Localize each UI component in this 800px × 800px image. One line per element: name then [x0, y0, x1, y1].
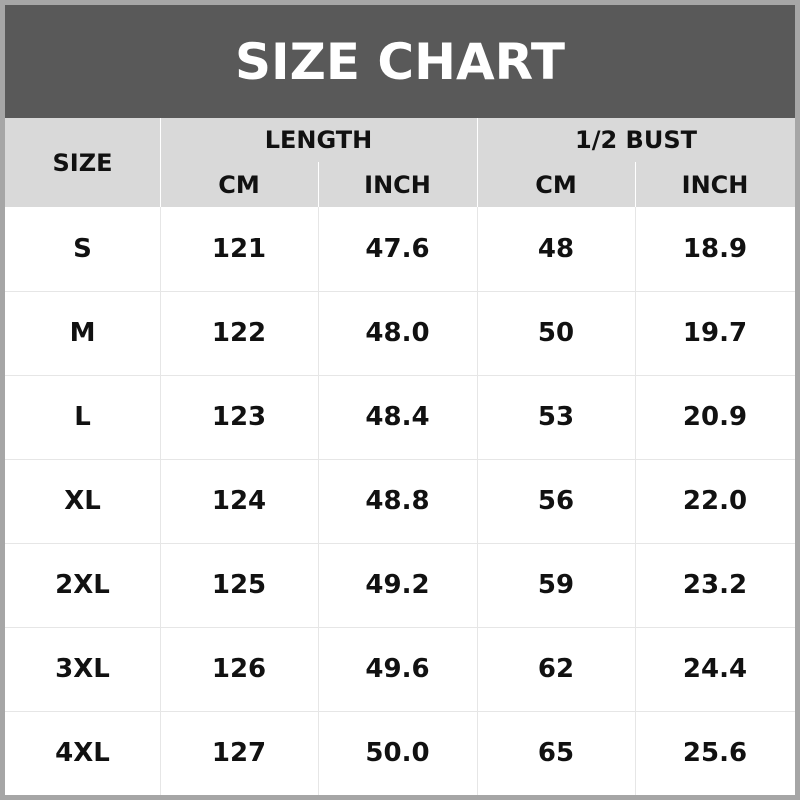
- value-cell: 50: [537, 318, 575, 348]
- value-cell: 48.8: [365, 486, 430, 516]
- group-header: 1/2 BUST: [575, 126, 697, 154]
- col-line: [160, 207, 161, 795]
- divider: [160, 118, 161, 207]
- size-cell: M: [69, 318, 96, 348]
- divider: [477, 118, 478, 207]
- value-cell: 124: [211, 486, 267, 516]
- row-line: [5, 459, 795, 460]
- value-cell: 53: [537, 402, 575, 432]
- unit-header: INCH: [681, 170, 749, 199]
- size-cell: 4XL: [55, 738, 110, 768]
- value-cell: 56: [537, 486, 575, 516]
- size-cell: XL: [64, 486, 101, 516]
- value-cell: 48.4: [365, 402, 430, 432]
- value-cell: 65: [537, 738, 575, 768]
- group-header: LENGTH: [264, 126, 373, 154]
- value-cell: 126: [211, 654, 267, 684]
- size-header: SIZE: [52, 148, 113, 177]
- value-cell: 125: [211, 570, 267, 600]
- col-line: [318, 207, 319, 795]
- row-line: [5, 291, 795, 292]
- value-cell: 49.6: [365, 654, 430, 684]
- value-cell: 19.7: [682, 318, 748, 348]
- value-cell: 23.2: [682, 570, 748, 600]
- value-cell: 20.9: [682, 402, 748, 432]
- header-band: [5, 118, 795, 207]
- value-cell: 18.9: [682, 234, 748, 264]
- value-cell: 25.6: [682, 738, 748, 768]
- row-line: [5, 543, 795, 544]
- value-cell: 49.2: [365, 570, 430, 600]
- title: SIZE CHART: [5, 5, 795, 118]
- value-cell: 62: [537, 654, 575, 684]
- size-cell: L: [74, 402, 91, 432]
- value-cell: 127: [211, 738, 267, 768]
- row-line: [5, 627, 795, 628]
- value-cell: 123: [211, 402, 267, 432]
- value-cell: 48: [537, 234, 575, 264]
- value-cell: 24.4: [682, 654, 748, 684]
- value-cell: 59: [537, 570, 575, 600]
- value-cell: 50.0: [365, 738, 430, 768]
- row-line: [5, 711, 795, 712]
- value-cell: 122: [211, 318, 267, 348]
- divider: [318, 162, 319, 207]
- value-cell: 121: [211, 234, 267, 264]
- size-cell: 2XL: [55, 570, 110, 600]
- col-line: [477, 207, 478, 795]
- unit-header: CM: [535, 170, 577, 199]
- size-cell: 3XL: [55, 654, 110, 684]
- col-line: [635, 207, 636, 795]
- value-cell: 48.0: [365, 318, 430, 348]
- unit-header: CM: [218, 170, 260, 199]
- value-cell: 47.6: [365, 234, 430, 264]
- row-line: [5, 375, 795, 376]
- unit-header: INCH: [364, 170, 431, 199]
- value-cell: 22.0: [682, 486, 748, 516]
- divider: [635, 162, 636, 207]
- size-cell: S: [73, 234, 92, 264]
